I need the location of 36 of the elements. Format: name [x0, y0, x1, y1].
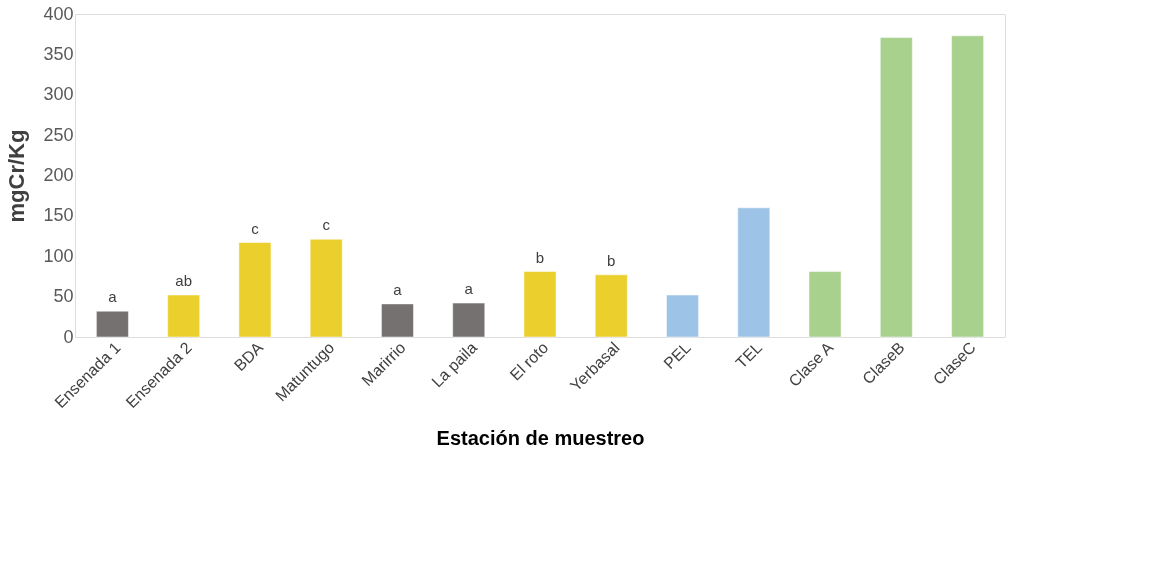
- bar: [167, 294, 200, 338]
- annotation: c: [322, 216, 331, 234]
- annotation: c: [251, 219, 260, 237]
- bar: [96, 310, 129, 338]
- y-tick-label: 400: [43, 3, 74, 24]
- bar: [880, 37, 913, 338]
- y-tick-label: 200: [43, 165, 74, 185]
- x-tick-label: BDA: [230, 338, 267, 375]
- y-tick-label: 100: [43, 245, 74, 266]
- x-axis-title: Estación de muestreo: [436, 427, 645, 450]
- bar: [523, 271, 557, 338]
- bar: [666, 294, 699, 338]
- annotation: a: [108, 288, 118, 306]
- bar: [808, 271, 842, 338]
- x-tick-label: El roto: [506, 338, 552, 384]
- bar: [737, 207, 771, 338]
- bar: [309, 239, 343, 338]
- y-tick-label: 300: [43, 84, 74, 105]
- y-tick-label: 50: [53, 286, 74, 307]
- y-tick-label: 0: [63, 326, 74, 347]
- annotation: b: [535, 248, 545, 266]
- y-tick-label: 350: [43, 43, 74, 64]
- bar: [452, 302, 486, 338]
- annotation: a: [464, 280, 474, 298]
- annotation: ab: [175, 272, 193, 290]
- x-tick-label: TEL: [732, 338, 766, 372]
- bar: [238, 242, 272, 338]
- x-tick-label: PEL: [660, 338, 694, 373]
- y-tick-label: 150: [43, 205, 74, 226]
- bar: [951, 35, 984, 338]
- bar: [381, 303, 414, 338]
- bar: [594, 274, 628, 338]
- y-tick-label: 250: [43, 124, 74, 145]
- y-axis-title: mgCr/Kg: [4, 129, 30, 223]
- annotation: a: [393, 280, 403, 298]
- annotation: b: [607, 251, 616, 269]
